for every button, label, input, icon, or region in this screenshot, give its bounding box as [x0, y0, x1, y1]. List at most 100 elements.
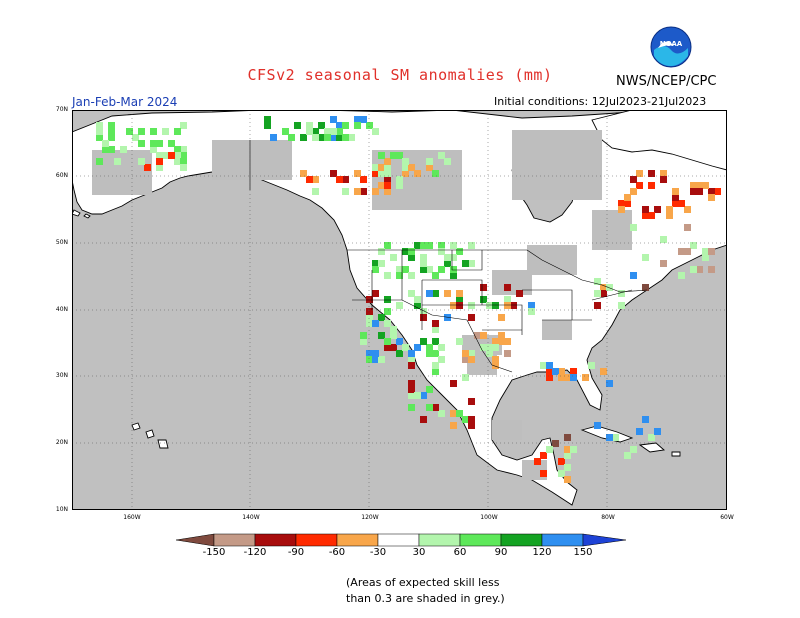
anomaly-cell: [384, 344, 391, 351]
legend-box-0: [213, 533, 256, 547]
anomaly-cell: [678, 248, 685, 255]
anomaly-cell: [378, 356, 385, 363]
anomaly-cell: [420, 242, 427, 249]
anomaly-cell: [546, 368, 553, 375]
anomaly-cell: [102, 140, 109, 147]
anomaly-cell: [168, 152, 175, 159]
lon-label-120w: 120W: [361, 514, 379, 521]
anomaly-cell: [426, 164, 433, 171]
anomaly-cell: [336, 176, 343, 183]
anomaly-cell: [348, 134, 355, 141]
anomaly-cell: [378, 260, 385, 267]
anomaly-cell: [708, 194, 715, 201]
anomaly-cell: [150, 128, 157, 135]
anomaly-cell: [282, 128, 289, 135]
anomaly-cell: [360, 332, 367, 339]
anomaly-cell: [432, 362, 439, 369]
anomaly-cell: [294, 122, 301, 129]
anomaly-cell: [438, 344, 445, 351]
anomaly-cell: [642, 206, 649, 213]
anomaly-cell: [330, 128, 337, 135]
anomaly-cell: [150, 140, 157, 147]
anomaly-cell: [558, 470, 565, 477]
anomaly-cell: [120, 146, 127, 153]
anomaly-cell: [156, 140, 163, 147]
anomaly-cell: [498, 338, 505, 345]
anomaly-cell: [690, 242, 697, 249]
legend-label-minus150: -150: [202, 547, 226, 558]
anomaly-cells: [96, 116, 721, 483]
anomaly-cell: [432, 320, 439, 327]
anomaly-cell: [396, 152, 403, 159]
anomaly-cell: [342, 176, 349, 183]
anomaly-cell: [648, 170, 655, 177]
anomaly-cell: [456, 290, 463, 297]
anomaly-cell: [450, 410, 457, 417]
anomaly-cell: [366, 350, 373, 357]
anomaly-cell: [144, 164, 151, 171]
anomaly-cell: [456, 248, 463, 255]
anomaly-cell: [528, 308, 535, 315]
anomaly-cell: [642, 212, 649, 219]
legend-label-minus90: -90: [287, 547, 305, 558]
anomaly-cell: [342, 134, 349, 141]
anomaly-cell: [372, 290, 379, 297]
logo-text: NOAA: [660, 40, 683, 48]
anomaly-cell: [402, 344, 409, 351]
initial-conditions-label: Initial conditions: 12Jul2023-21Jul2023: [494, 95, 707, 108]
anomaly-cell: [450, 422, 457, 429]
anomaly-cell: [564, 476, 571, 483]
lon-label-100w: 100W: [480, 514, 498, 521]
anomaly-cell: [336, 134, 343, 141]
anomaly-cell: [594, 422, 601, 429]
anomaly-cell: [162, 128, 169, 135]
anomaly-cell: [354, 116, 361, 123]
anomaly-cell: [660, 260, 667, 267]
legend-label-120: 120: [532, 547, 552, 558]
anomaly-cell: [432, 338, 439, 345]
anomaly-cell: [438, 248, 445, 255]
anomaly-cell: [384, 242, 391, 249]
lat-label-10n: 10N: [55, 506, 68, 513]
anomaly-cell: [486, 344, 493, 351]
anomaly-cell: [468, 422, 475, 429]
anomaly-cell: [408, 362, 415, 369]
anomaly-cell: [390, 344, 397, 351]
anomaly-cell: [384, 188, 391, 195]
anomaly-cell: [372, 260, 379, 267]
anomaly-cell: [528, 302, 535, 309]
anomaly-cell: [366, 356, 373, 363]
anomaly-cell: [342, 122, 349, 129]
anomaly-cell: [384, 308, 391, 315]
anomaly-cell: [462, 350, 469, 357]
anomaly-cell: [564, 434, 571, 441]
anomaly-cell: [588, 362, 595, 369]
anomaly-cell: [456, 338, 463, 345]
anomaly-cell: [108, 134, 115, 141]
anomaly-cell: [372, 356, 379, 363]
anomaly-cell: [378, 332, 385, 339]
anomaly-cell: [372, 128, 379, 135]
anomaly-cell: [570, 446, 577, 453]
anomaly-cell: [408, 254, 415, 261]
anomaly-cell: [546, 362, 553, 369]
anomaly-cell: [96, 128, 103, 135]
anomaly-cell: [114, 158, 121, 165]
anomaly-cell: [378, 170, 385, 177]
lat-label-50n: 50N: [55, 239, 68, 246]
anomaly-cell: [360, 116, 367, 123]
anomaly-cell: [318, 122, 325, 129]
anomaly-cell: [426, 344, 433, 351]
anomaly-cell: [444, 254, 451, 261]
anomaly-cell: [456, 410, 463, 417]
anomaly-cell: [306, 176, 313, 183]
anomaly-cell: [306, 128, 313, 135]
anomaly-cell: [180, 158, 187, 165]
anomaly-cell: [648, 212, 655, 219]
legend-box-5: [418, 533, 461, 547]
anomaly-cell: [696, 266, 703, 273]
anomaly-cell: [354, 188, 361, 195]
anomaly-cell: [102, 146, 109, 153]
anomaly-cell: [504, 350, 511, 357]
anomaly-cell: [390, 332, 397, 339]
